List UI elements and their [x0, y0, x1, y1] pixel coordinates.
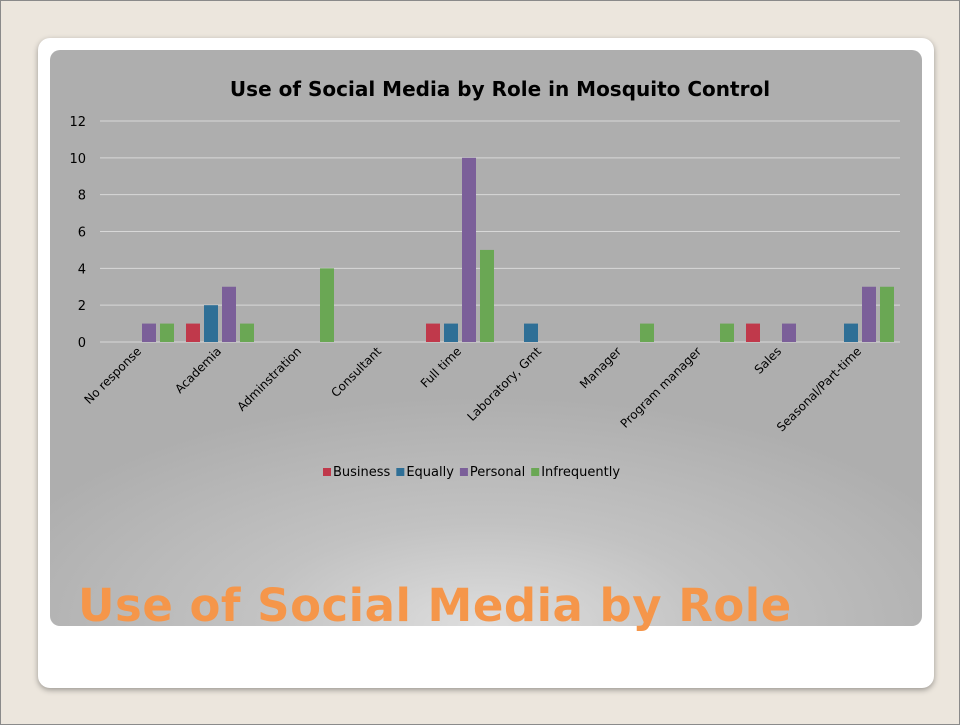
x-tick-label: Adminstration [234, 344, 304, 414]
bar-personal-8 [782, 323, 796, 342]
legend-swatch-equally [396, 468, 405, 476]
social-media-bar-chart: Use of Social Media by Role in Mosquito … [69, 77, 900, 480]
bar-infrequently-9 [880, 286, 894, 342]
bar-infrequently-2 [320, 268, 334, 342]
bar-personal-9 [862, 286, 876, 342]
y-tick-label: 12 [69, 115, 86, 130]
x-tick-label: Consultant [328, 344, 384, 400]
bar-personal-0 [142, 323, 156, 342]
y-tick-label: 2 [78, 299, 86, 314]
bar-equally-1 [204, 305, 218, 342]
bar-personal-4 [462, 157, 476, 342]
legend-label-personal: Personal [470, 465, 525, 480]
x-tick-label: Seasonal/Part-time [774, 344, 864, 434]
legend-label-infrequently: Infrequently [541, 465, 620, 480]
y-tick-label: 0 [78, 336, 86, 351]
y-tick-label: 4 [78, 262, 86, 277]
bar-equally-4 [444, 323, 458, 342]
legend-swatch-infrequently [531, 468, 540, 476]
bar-infrequently-7 [720, 323, 734, 342]
bar-business-1 [186, 323, 200, 342]
chart-panel: Use of Social Media by Role in Mosquito … [50, 50, 922, 626]
legend-swatch-personal [459, 468, 468, 476]
y-tick-label: 8 [78, 189, 86, 204]
x-tick-label: Sales [752, 344, 784, 376]
slide-title: Use of Social Media by Role [78, 579, 792, 632]
bar-infrequently-4 [480, 249, 494, 342]
y-tick-label: 6 [78, 226, 86, 241]
bar-business-4 [426, 323, 440, 342]
bar-infrequently-0 [160, 323, 174, 342]
y-tick-label: 10 [69, 152, 86, 167]
legend-swatch-business [323, 468, 331, 476]
bar-infrequently-6 [640, 323, 654, 342]
x-tick-label: Full time [418, 344, 464, 390]
x-tick-label: Academia [172, 344, 224, 396]
legend-label-equally: Equally [406, 465, 454, 480]
bar-infrequently-1 [240, 323, 254, 342]
x-tick-label: Laboratory, Gmt [464, 344, 544, 424]
bar-equally-5 [524, 323, 538, 342]
bar-business-8 [746, 323, 760, 342]
x-tick-label: Program manager [618, 344, 705, 431]
x-tick-label: No response [81, 344, 144, 407]
chart-title: Use of Social Media by Role in Mosquito … [230, 77, 770, 101]
bar-personal-1 [222, 286, 236, 342]
legend-label-business: Business [333, 465, 391, 480]
bar-equally-9 [844, 323, 858, 342]
x-tick-label: Manager [577, 344, 624, 391]
